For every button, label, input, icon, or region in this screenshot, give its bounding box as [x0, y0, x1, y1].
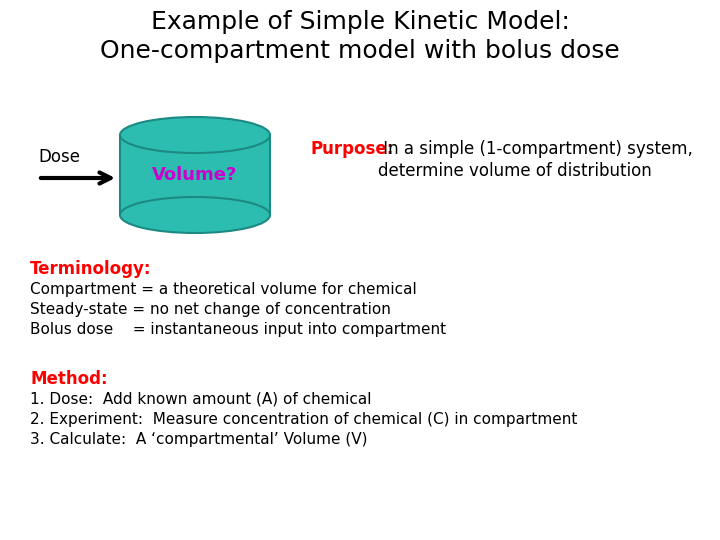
Text: Method:: Method:	[30, 370, 107, 388]
Text: In a simple (1-compartment) system,: In a simple (1-compartment) system,	[378, 140, 693, 158]
Text: 2. Experiment:  Measure concentration of chemical (C) in compartment: 2. Experiment: Measure concentration of …	[30, 412, 577, 427]
Text: Dose: Dose	[38, 148, 80, 166]
Text: Steady-state = no net change of concentration: Steady-state = no net change of concentr…	[30, 302, 391, 317]
Text: 1. Dose:  Add known amount (A) of chemical: 1. Dose: Add known amount (A) of chemica…	[30, 392, 372, 407]
Polygon shape	[120, 135, 270, 215]
Text: determine volume of distribution: determine volume of distribution	[378, 162, 652, 180]
Text: Example of Simple Kinetic Model:
One-compartment model with bolus dose: Example of Simple Kinetic Model: One-com…	[100, 10, 620, 63]
Text: Bolus dose    = instantaneous input into compartment: Bolus dose = instantaneous input into co…	[30, 322, 446, 337]
Text: 3. Calculate:  A ‘compartmental’ Volume (V): 3. Calculate: A ‘compartmental’ Volume (…	[30, 432, 367, 447]
Ellipse shape	[120, 197, 270, 233]
Text: Volume?: Volume?	[153, 166, 238, 184]
Text: Compartment = a theoretical volume for chemical: Compartment = a theoretical volume for c…	[30, 282, 417, 297]
Text: Purpose:: Purpose:	[310, 140, 393, 158]
Ellipse shape	[120, 117, 270, 153]
Text: Terminology:: Terminology:	[30, 260, 151, 278]
